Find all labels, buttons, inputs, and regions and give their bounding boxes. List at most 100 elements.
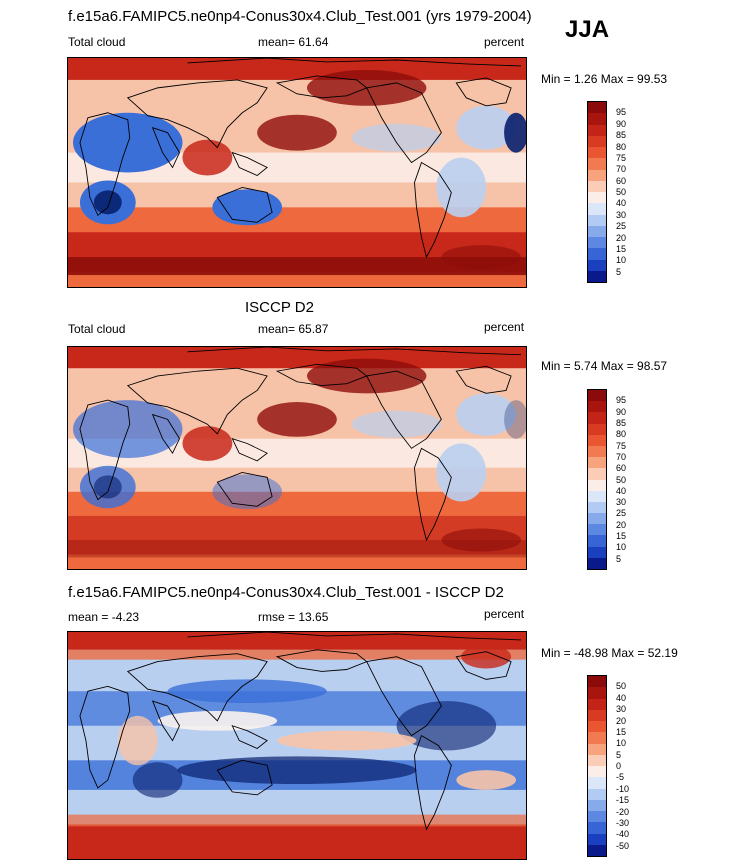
colorbar-bin — [588, 490, 606, 502]
colorbar-tick-label: 50 — [616, 474, 627, 485]
panel3-mean-label: mean = -4.23 — [68, 610, 140, 624]
colorbar-bin — [588, 698, 606, 710]
colorbar-bin — [588, 390, 606, 402]
colorbar-tick-label: -15 — [616, 795, 630, 806]
colorbar-bin — [588, 557, 606, 569]
colorbar-tick-label: 85 — [616, 130, 627, 141]
colorbar-bin — [588, 844, 606, 856]
colorbar-bin — [588, 743, 606, 755]
colorbar-tick-label: 25 — [616, 221, 627, 232]
colorbar-bin — [588, 270, 606, 282]
colorbar-bin — [588, 203, 606, 215]
panel3-units-label: percent — [484, 607, 525, 621]
field-band — [68, 58, 526, 80]
panel2-map — [67, 346, 527, 570]
colorbar-tick-label: 0 — [616, 761, 622, 771]
panel3-minmax: Min = -48.98 Max = 52.19 — [541, 646, 678, 660]
colorbar-bin — [588, 401, 606, 413]
colorbar-bin — [588, 237, 606, 249]
colorbar-tick-label: 15 — [616, 243, 627, 254]
colorbar-tick-label: 15 — [616, 726, 627, 737]
field-band — [68, 649, 526, 660]
colorbar-bin — [588, 676, 606, 688]
colorbar-tick-label: 10 — [616, 738, 627, 749]
field-blob — [182, 139, 233, 176]
colorbar-bin — [588, 169, 606, 181]
panel2-minmax: Min = 5.74 Max = 98.57 — [541, 359, 668, 373]
colorbar-tick-label: 75 — [616, 152, 627, 163]
field-blob — [132, 762, 183, 798]
colorbar-bin — [588, 732, 606, 744]
colorbar-tick-label: 40 — [616, 198, 627, 209]
colorbar-bin — [588, 799, 606, 811]
colorbar-bin — [588, 709, 606, 721]
panel1-colorbar — [587, 101, 607, 283]
colorbar-bin — [588, 546, 606, 558]
season-label: JJA — [565, 16, 610, 43]
field-band — [68, 540, 526, 558]
panel1-variable-label: Total cloud — [68, 35, 126, 49]
colorbar-bin — [588, 113, 606, 125]
field-blob — [117, 715, 158, 766]
colorbar-bin — [588, 259, 606, 271]
coastlines — [79, 347, 522, 542]
colorbar-tick-label: -20 — [616, 806, 630, 817]
colorbar-bin — [588, 822, 606, 834]
colorbar-bin — [588, 248, 606, 260]
colorbar-bin — [588, 468, 606, 480]
coastlines — [79, 632, 522, 831]
field-blob — [257, 402, 337, 437]
field-blob — [456, 393, 517, 436]
field-band — [68, 814, 526, 827]
colorbar-tick-label: 70 — [616, 164, 627, 175]
colorbar-tick-label: -30 — [616, 817, 630, 828]
colorbar-tick-label: 90 — [616, 406, 627, 417]
colorbar-bin — [588, 513, 606, 525]
colorbar-bin — [588, 524, 606, 536]
colorbar-tick-label: 60 — [616, 463, 627, 474]
panel3-rmse-label: rmse = 13.65 — [258, 610, 329, 624]
colorbar-tick-label: 40 — [616, 485, 627, 496]
panel1-minmax: Min = 1.26 Max = 99.53 — [541, 72, 668, 86]
colorbar-bin — [588, 833, 606, 845]
colorbar-bin — [588, 777, 606, 789]
colorbar-bin — [588, 535, 606, 547]
colorbar-tick-label: 10 — [616, 542, 627, 553]
field-blob — [441, 245, 522, 270]
colorbar-tick-label: 10 — [616, 255, 627, 266]
colorbar-bin — [588, 501, 606, 514]
field-blob — [396, 701, 497, 751]
colorbar-tick-label: 20 — [616, 715, 627, 726]
field-band — [68, 347, 526, 369]
colorbar-bin — [588, 192, 606, 204]
colorbar-tick-label: 95 — [616, 395, 627, 406]
colorbar-bin — [588, 423, 606, 435]
panel2-title: ISCCP D2 — [245, 299, 314, 316]
colorbar-tick-label: 75 — [616, 440, 627, 451]
field-blob — [351, 410, 442, 438]
field-blob — [456, 770, 517, 790]
panel3-map — [67, 631, 527, 860]
field-blob — [351, 123, 442, 152]
colorbar-bin — [588, 147, 606, 159]
colorbar-tick-label: 5 — [616, 553, 622, 564]
colorbar-tick-label: -40 — [616, 829, 630, 840]
colorbar-tick-label: 70 — [616, 451, 627, 462]
panel2-mean-label: mean= 65.87 — [258, 322, 329, 336]
colorbar-tick-label: -50 — [616, 840, 630, 851]
panel3-colorbar — [587, 675, 607, 857]
colorbar-tick-label: -10 — [616, 783, 630, 794]
colorbar-tick-label: 30 — [616, 497, 627, 508]
field-band — [68, 257, 526, 276]
colorbar-bin — [588, 434, 606, 446]
field-blob — [461, 644, 512, 669]
colorbar-bin — [588, 788, 606, 800]
colorbar-bin — [588, 412, 606, 424]
colorbar-bin — [588, 214, 606, 226]
colorbar-bin — [588, 225, 606, 237]
colorbar-bin — [588, 457, 606, 469]
colorbar-tick-label: 20 — [616, 232, 627, 243]
colorbar-tick-label: 50 — [616, 187, 627, 197]
coastlines — [79, 58, 522, 259]
panel1-mean-label: mean= 61.64 — [258, 35, 329, 49]
